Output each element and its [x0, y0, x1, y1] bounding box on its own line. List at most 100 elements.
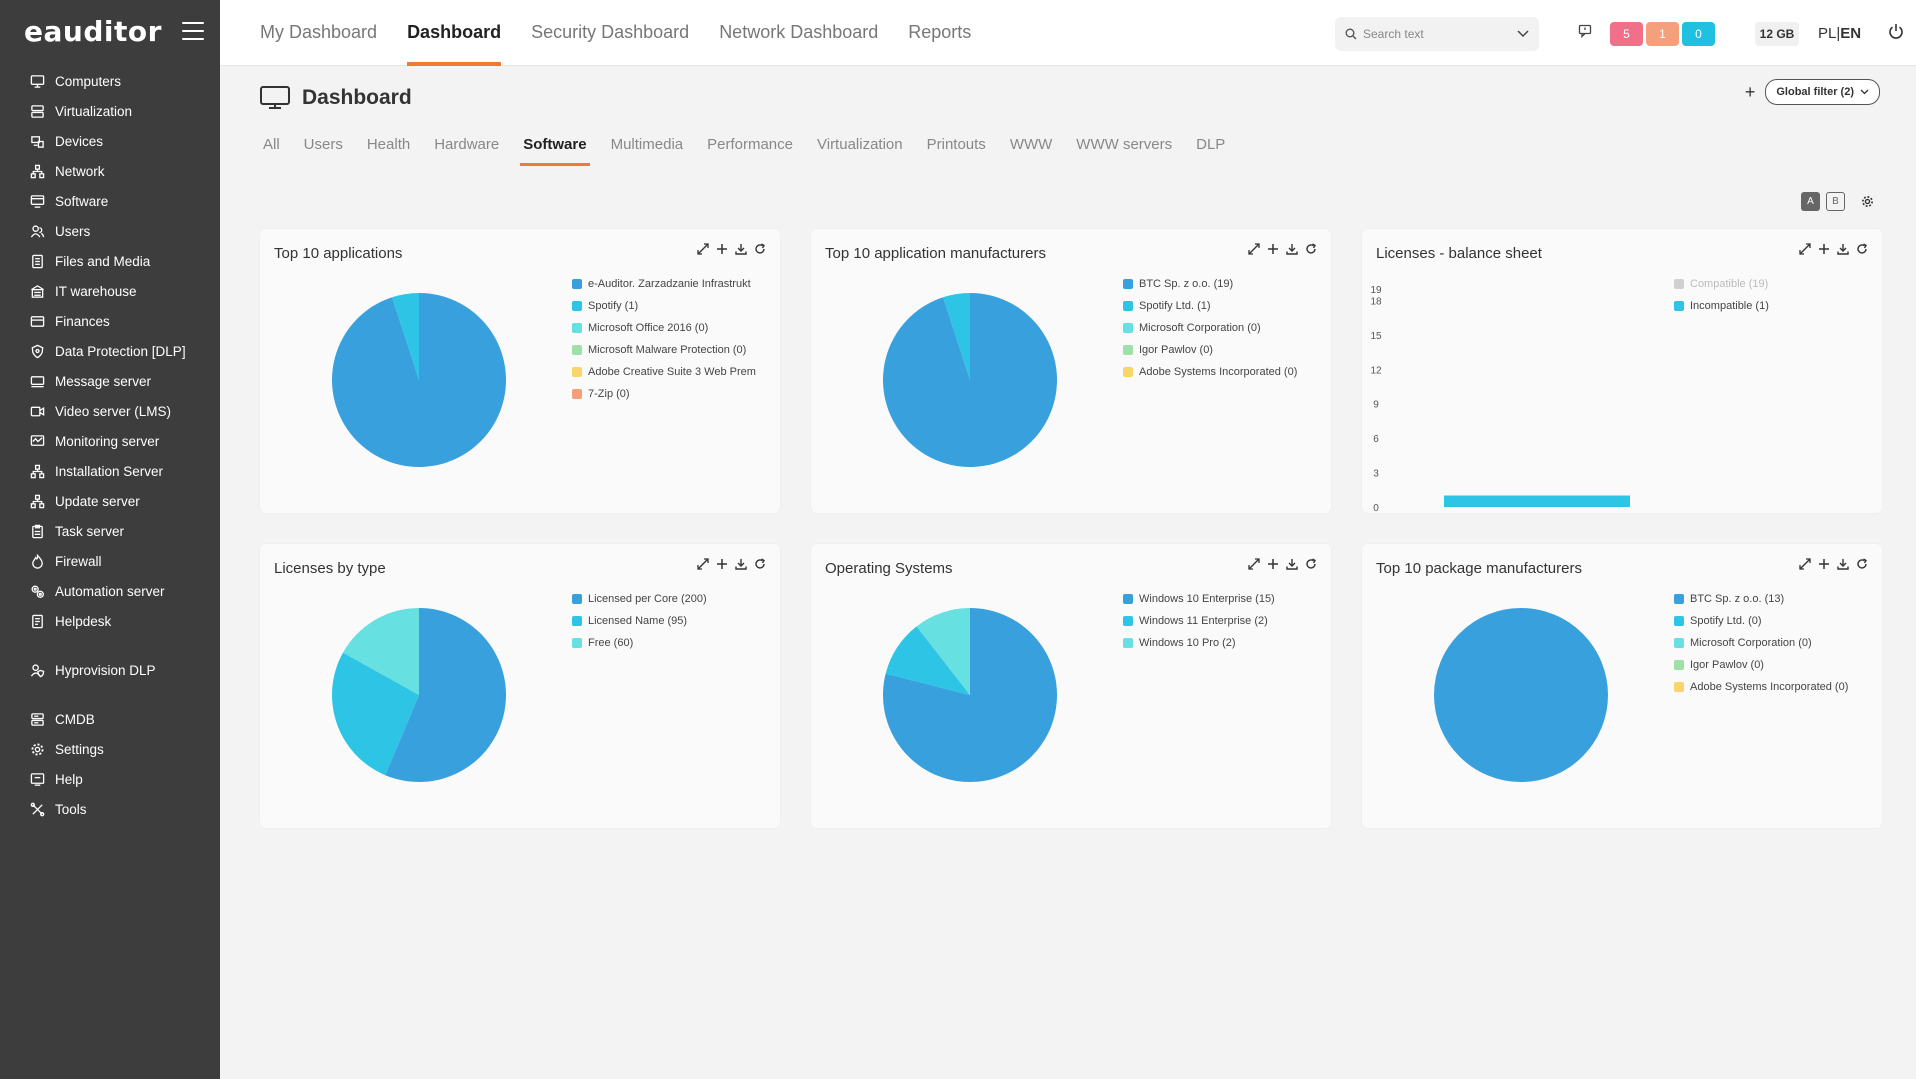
refresh-icon[interactable] [1305, 243, 1317, 255]
sidebar-item-devices[interactable]: Devices [0, 126, 220, 156]
chat-icon[interactable] [1578, 24, 1592, 38]
gear-icon[interactable] [1861, 195, 1874, 208]
refresh-icon[interactable] [754, 558, 766, 570]
legend-item[interactable]: BTC Sp. z o.o. (19) [1123, 273, 1297, 295]
legend-item[interactable]: Licensed per Core (200) [572, 588, 707, 610]
sidebar-item-users[interactable]: Users [0, 216, 220, 246]
pie-slice[interactable] [885, 626, 970, 695]
expand-icon[interactable] [1799, 558, 1811, 570]
expand-icon[interactable] [697, 558, 709, 570]
sidebar-item-hyprovision-dlp[interactable]: Hyprovision DLP [0, 655, 220, 685]
subtab-dlp[interactable]: DLP [1196, 136, 1226, 153]
sidebar-item-data-protection-dlp[interactable]: Data Protection [DLP] [0, 336, 220, 366]
tab-my-dashboard[interactable]: My Dashboard [260, 22, 378, 42]
plus-icon[interactable] [1818, 243, 1830, 255]
sidebar-item-monitoring-server[interactable]: Monitoring server [0, 426, 220, 456]
add-filter-button[interactable]: + [1744, 81, 1756, 102]
layout-a-button[interactable]: A [1801, 192, 1820, 211]
sidebar-item-message-server[interactable]: Message server [0, 366, 220, 396]
legend-item[interactable]: Licensed Name (95) [572, 610, 707, 632]
sidebar-item-files-and-media[interactable]: Files and Media [0, 246, 220, 276]
tab-network-dashboard[interactable]: Network Dashboard [719, 22, 879, 42]
download-icon[interactable] [1837, 243, 1849, 255]
pie-slice[interactable] [343, 608, 419, 695]
tab-dashboard[interactable]: Dashboard [407, 0, 502, 66]
sidebar-item-update-server[interactable]: Update server [0, 486, 220, 516]
legend-item[interactable]: Incompatible (1) [1674, 295, 1769, 317]
alert-badge[interactable]: 0 [1682, 22, 1715, 46]
refresh-icon[interactable] [754, 243, 766, 255]
lang-en[interactable]: EN [1840, 25, 1862, 42]
refresh-icon[interactable] [1856, 558, 1868, 570]
sidebar-item-help[interactable]: Help [0, 764, 220, 794]
legend-item[interactable]: Windows 11 Enterprise (2) [1123, 610, 1275, 632]
bar[interactable] [1444, 495, 1630, 507]
tab-security-dashboard[interactable]: Security Dashboard [531, 22, 690, 42]
alert-badge[interactable]: 1 [1646, 22, 1679, 46]
refresh-icon[interactable] [1305, 558, 1317, 570]
legend-item[interactable]: Microsoft Corporation (0) [1674, 632, 1848, 654]
sidebar-item-network[interactable]: Network [0, 156, 220, 186]
search-box[interactable]: Search text [1335, 17, 1539, 51]
sidebar-item-virtualization[interactable]: Virtualization [0, 96, 220, 126]
alert-badge[interactable]: 5 [1610, 22, 1643, 46]
plus-icon[interactable] [1267, 558, 1279, 570]
expand-icon[interactable] [697, 243, 709, 255]
plus-icon[interactable] [716, 558, 728, 570]
subtab-www[interactable]: WWW [1009, 136, 1053, 153]
chevron-down-icon[interactable] [1517, 30, 1529, 38]
legend-item[interactable]: Windows 10 Enterprise (15) [1123, 588, 1275, 610]
refresh-icon[interactable] [1856, 243, 1868, 255]
subtab-virtualization[interactable]: Virtualization [817, 136, 903, 153]
download-icon[interactable] [735, 243, 747, 255]
legend-item[interactable]: Spotify Ltd. (0) [1674, 610, 1848, 632]
subtab-all[interactable]: All [263, 136, 280, 153]
expand-icon[interactable] [1799, 243, 1811, 255]
sidebar-item-tools[interactable]: Tools [0, 794, 220, 824]
plus-icon[interactable] [1818, 558, 1830, 570]
legend-item[interactable]: Adobe Systems Incorporated (0) [1123, 361, 1297, 383]
sidebar-item-video-server-lms[interactable]: Video server (LMS) [0, 396, 220, 426]
legend-item[interactable]: Compatible (19) [1674, 273, 1769, 295]
plus-icon[interactable] [716, 243, 728, 255]
app-logo[interactable]: eauditor [24, 14, 162, 48]
sidebar-item-settings[interactable]: Settings [0, 734, 220, 764]
legend-item[interactable]: BTC Sp. z o.o. (13) [1674, 588, 1848, 610]
sidebar-item-firewall[interactable]: Firewall [0, 546, 220, 576]
subtab-software[interactable]: Software [520, 136, 590, 166]
sidebar-item-software[interactable]: Software [0, 186, 220, 216]
legend-item[interactable]: Microsoft Office 2016 (0) [572, 317, 756, 339]
download-icon[interactable] [1286, 558, 1298, 570]
sidebar-item-installation-server[interactable]: Installation Server [0, 456, 220, 486]
power-icon[interactable] [1888, 23, 1904, 40]
legend-item[interactable]: Microsoft Malware Protection (0) [572, 339, 756, 361]
pie-slice[interactable] [943, 293, 970, 380]
legend-item[interactable]: Spotify (1) [572, 295, 756, 317]
sidebar-item-finances[interactable]: Finances [0, 306, 220, 336]
download-icon[interactable] [735, 558, 747, 570]
subtab-users[interactable]: Users [303, 136, 343, 153]
pie-slice[interactable] [1434, 608, 1608, 782]
sidebar-item-automation-server[interactable]: Automation server [0, 576, 220, 606]
subtab-printouts[interactable]: Printouts [926, 136, 986, 153]
legend-item[interactable]: Free (60) [572, 632, 707, 654]
legend-item[interactable]: 7-Zip (0) [572, 383, 756, 405]
download-icon[interactable] [1837, 558, 1849, 570]
subtab-health[interactable]: Health [366, 136, 411, 153]
expand-icon[interactable] [1248, 243, 1260, 255]
pie-slice[interactable] [392, 293, 419, 380]
lang-pl[interactable]: PL [1818, 25, 1837, 42]
pie-slice[interactable] [332, 652, 419, 776]
legend-item[interactable]: Adobe Creative Suite 3 Web Prem [572, 361, 756, 383]
sidebar-item-task-server[interactable]: Task server [0, 516, 220, 546]
sidebar-item-cmdb[interactable]: CMDB [0, 704, 220, 734]
global-filter-button[interactable]: Global filter (2) [1765, 79, 1880, 105]
legend-item[interactable]: Igor Pawlov (0) [1123, 339, 1297, 361]
subtab-multimedia[interactable]: Multimedia [610, 136, 684, 153]
download-icon[interactable] [1286, 243, 1298, 255]
legend-item[interactable]: Windows 10 Pro (2) [1123, 632, 1275, 654]
expand-icon[interactable] [1248, 558, 1260, 570]
subtab-www-servers[interactable]: WWW servers [1076, 136, 1173, 153]
language-switch[interactable]: PL|EN [1818, 22, 1861, 46]
sidebar-item-computers[interactable]: Computers [0, 66, 220, 96]
